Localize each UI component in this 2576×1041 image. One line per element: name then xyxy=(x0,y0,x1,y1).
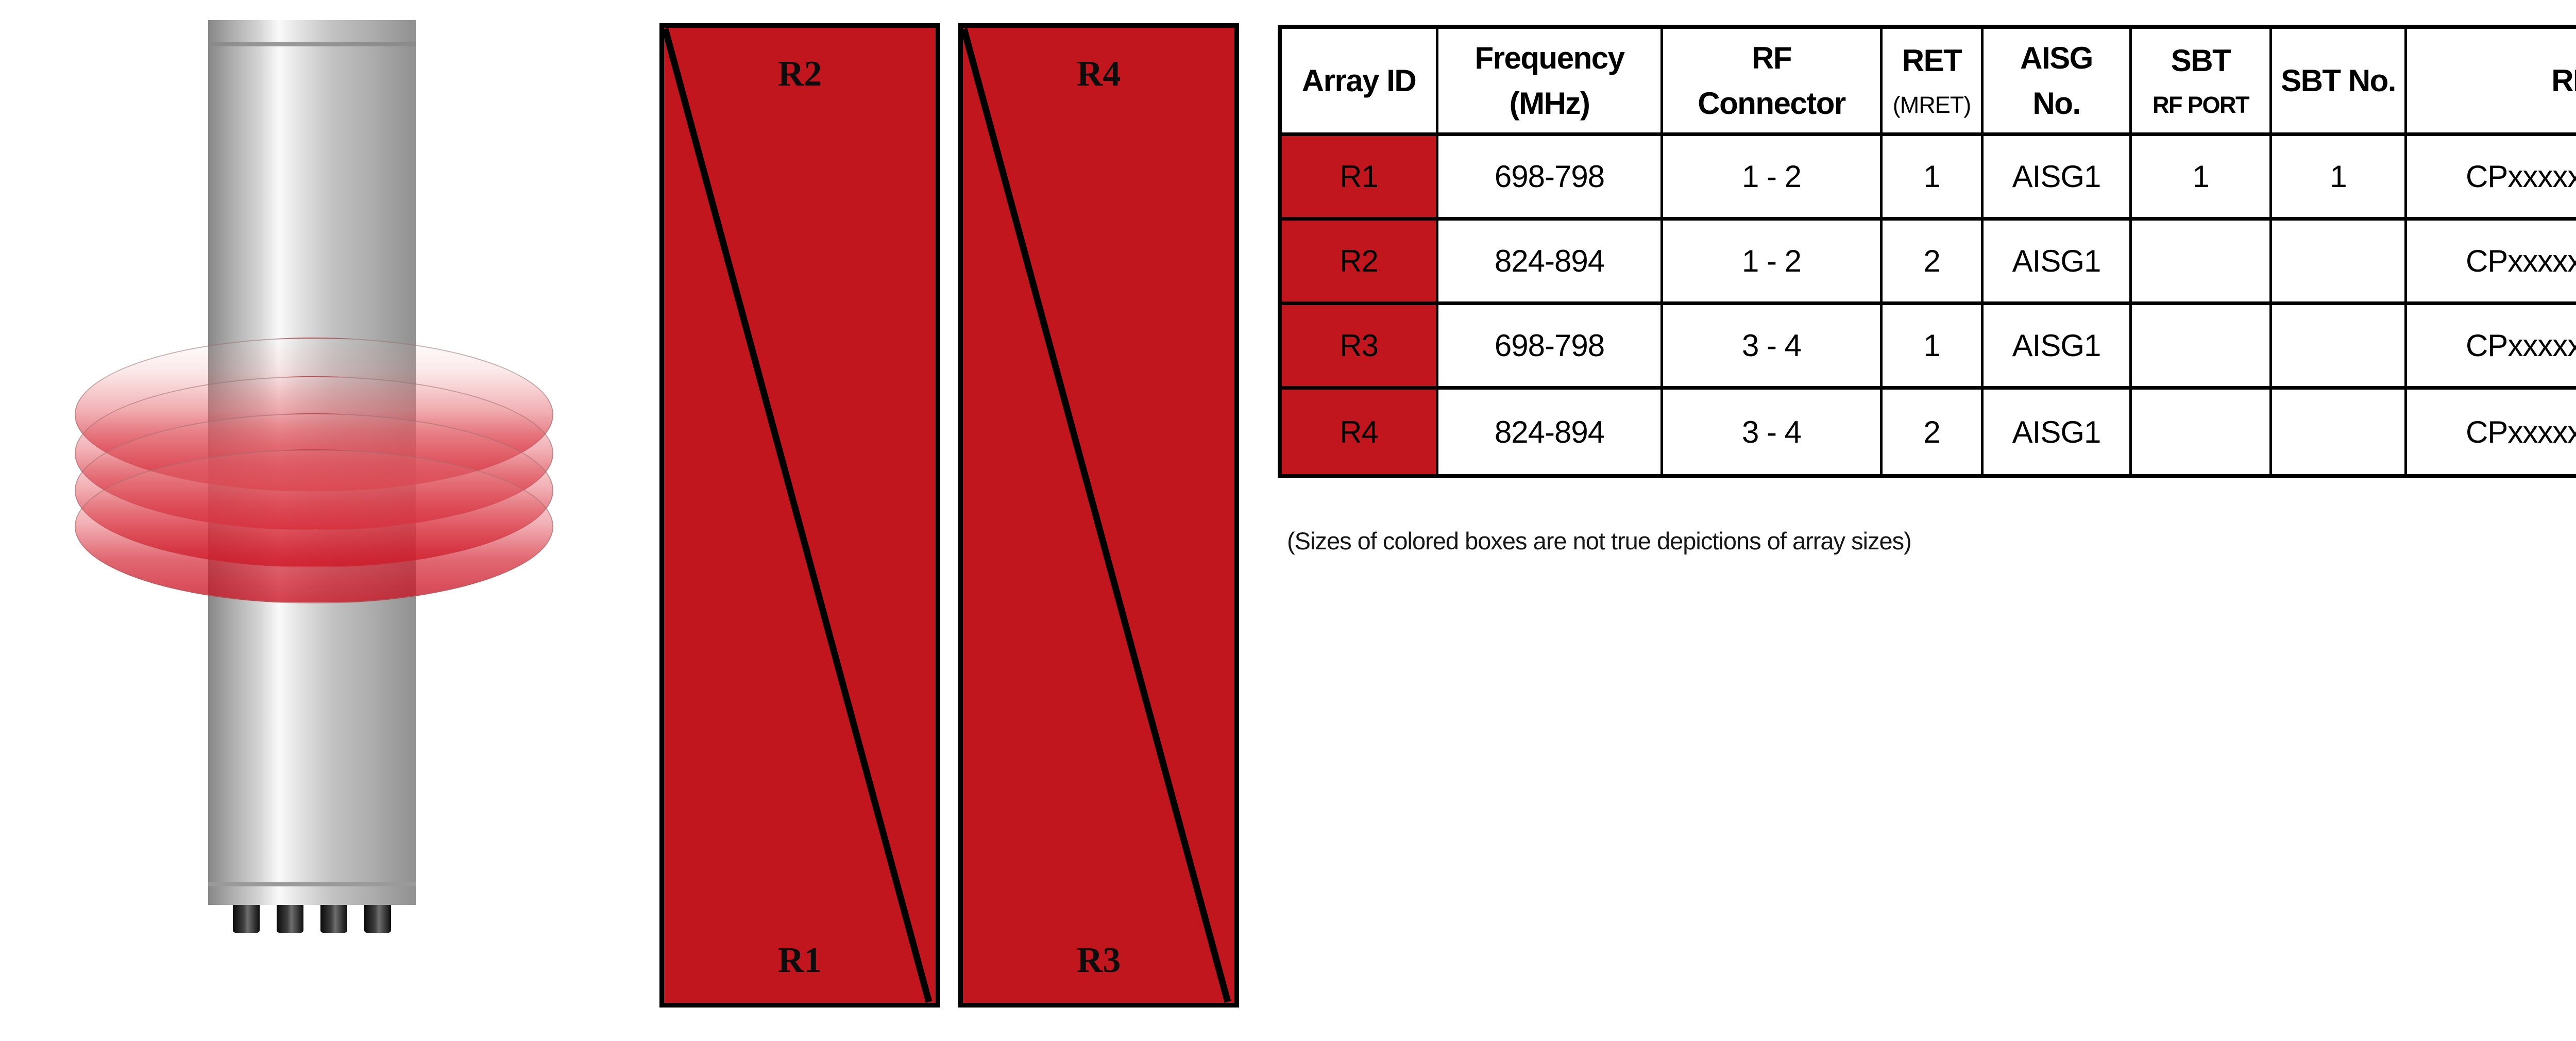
cell-ret-uid: CPxxxxxxxxxxxxxxR2 xyxy=(2465,414,2576,449)
table-row: R3 698-798 3 - 4 1 AISG1 CPxxxxxxxxxxxxx… xyxy=(1282,305,2576,390)
header-frequency: Frequency (MHz) xyxy=(1438,29,1663,136)
cell-frequency: 824-894 xyxy=(1438,390,1663,474)
cell-aisg-no: AISG1 xyxy=(1984,221,2132,305)
table-row: R4 824-894 3 - 4 2 AISG1 CPxxxxxxxxxxxxx… xyxy=(1282,390,2576,474)
table-row: R1 698-798 1 - 2 1 AISG1 1 1 CPxxxxxxxxx… xyxy=(1282,136,2576,221)
cell-ret-uid: CPxxxxxxxxxxxxxxR2 xyxy=(2407,221,2576,305)
antenna-top-seam-line xyxy=(208,42,416,46)
cell-sbt-no xyxy=(2272,221,2407,305)
antenna-connector-pin xyxy=(277,905,303,933)
header-sbt-no: SBT No. xyxy=(2272,29,2407,136)
cell-ret: 1 xyxy=(1883,136,1984,221)
header-aisg-no: AISG No. xyxy=(1984,29,2132,136)
cell-sbt-no: 1 xyxy=(2272,136,2407,221)
cell-rf-connector: 1 - 2 xyxy=(1663,136,1883,221)
array-spec-table: Array ID Frequency (MHz) RF Connector RET(… xyxy=(1278,25,2576,478)
panel-diagonal-line xyxy=(664,28,933,1003)
cell-sbt-rf-port: 1 xyxy=(2132,136,2272,221)
size-disclaimer-note: (Sizes of colored boxes are not true dep… xyxy=(1287,527,1912,555)
antenna-connector-pin xyxy=(320,905,347,933)
cell-array-id: R3 xyxy=(1282,305,1438,390)
table-row: R2 824-894 1 - 2 2 AISG1 CPxxxxxxxxxxxxx… xyxy=(1282,221,2576,305)
antenna-connector-pin xyxy=(233,905,260,933)
cell-aisg-no: AISG1 xyxy=(1984,390,2132,474)
cell-frequency: 824-894 xyxy=(1438,221,1663,305)
header-sbt-rf-port: SBT RF PORT xyxy=(2132,29,2272,136)
cell-array-id: R4 xyxy=(1282,390,1438,474)
array-label-top: R4 xyxy=(1076,54,1121,94)
array-panel-r2-r1: R2 R1 xyxy=(659,23,940,1008)
antenna-connector-pin xyxy=(364,905,391,933)
array-panel-r4-r3: R4 R3 xyxy=(958,23,1239,1008)
cell-ret: 2 xyxy=(1883,390,1984,474)
cell-rf-connector: 1 - 2 xyxy=(1663,221,1883,305)
cell-sbt-no xyxy=(2272,390,2407,474)
cell-aisg-no: AISG1 xyxy=(1984,136,2132,221)
array-label-top: R2 xyxy=(777,54,822,94)
cell-frequency: 698-798 xyxy=(1438,305,1663,390)
cell-frequency: 698-798 xyxy=(1438,136,1663,221)
cell-array-id: R2 xyxy=(1282,221,1438,305)
header-array-id: Array ID xyxy=(1282,29,1438,136)
cell-sbt-rf-port xyxy=(2132,305,2272,390)
array-label-bottom: R3 xyxy=(1076,941,1121,980)
panel-diagonal-line xyxy=(963,28,1231,1003)
antenna-bottom-seam-line xyxy=(208,882,416,886)
table-header-row: Array ID Frequency (MHz) RF Connector RET(… xyxy=(1282,29,2576,136)
cell-ret: 2 xyxy=(1883,221,1984,305)
header-ret-uid: RET UID xyxy=(2407,29,2576,136)
cell-ret-uid: CPxxxxxxxxxxxxxxR1 xyxy=(2407,305,2576,390)
cell-sbt-rf-port xyxy=(2132,221,2272,305)
header-ret-mret: RET (MRET) xyxy=(1883,29,1984,136)
cell-sbt-no xyxy=(2272,305,2407,390)
cell-sbt-rf-port xyxy=(2132,390,2272,474)
header-rf-connector: RF Connector xyxy=(1663,29,1883,136)
cell-rf-connector: 3 - 4 xyxy=(1663,305,1883,390)
array-label-bottom: R1 xyxy=(777,941,822,980)
cell-rf-connector: 3 - 4 xyxy=(1663,390,1883,474)
cell-ret: 1 xyxy=(1883,305,1984,390)
cell-ret-uid: CPxxxxxxxxxxxxxxR1 xyxy=(2407,136,2576,221)
signal-wave-disc xyxy=(75,449,553,603)
cell-aisg-no: AISG1 xyxy=(1984,305,2132,390)
cell-array-id: R1 xyxy=(1282,136,1438,221)
